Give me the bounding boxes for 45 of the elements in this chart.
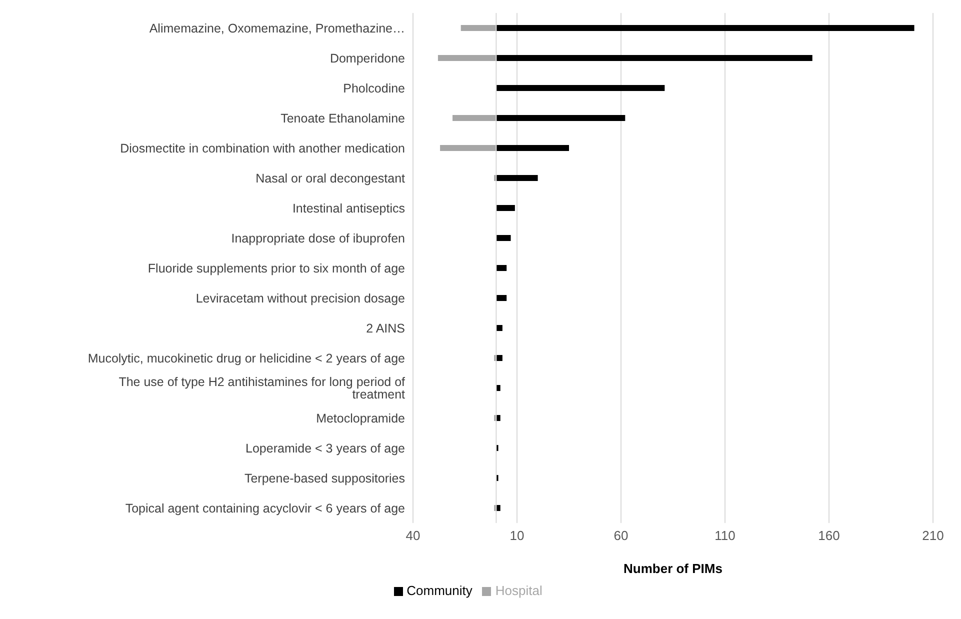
y-tick-label: Pholcodine [343, 81, 406, 96]
x-tick-label: 210 [922, 528, 944, 544]
x-tick-label: 40 [406, 528, 420, 544]
y-tick-label: Terpene-based suppositories [244, 471, 405, 486]
y-tick-label: Alimemazine, Oxomemazine, Promethazine… [149, 21, 405, 36]
x-tick-label: 60 [614, 528, 628, 544]
x-tick-label: 110 [714, 528, 736, 544]
bar [496, 235, 511, 241]
bar [496, 25, 914, 31]
y-tick-label: Nasal or oral decongestant [256, 171, 406, 186]
bar [496, 145, 569, 151]
bar [496, 205, 515, 211]
y-tick-label: Fluoride supplements prior to six month of age [148, 261, 406, 276]
bar [452, 115, 496, 121]
legend-label: Community [406, 583, 472, 598]
y-tick-label: Intestinal antiseptics [292, 201, 405, 216]
y-tick-label: Domperidone [330, 51, 406, 66]
y-tick-label: Metoclopramide [316, 411, 406, 426]
bar [496, 295, 507, 301]
bar [496, 265, 507, 271]
x-axis-title: Number of PIMs [624, 561, 722, 576]
legend-label: Hospital [495, 583, 542, 598]
bar [496, 115, 626, 121]
y-tick-label: Topical agent containing acyclovir < 6 years of age [125, 501, 406, 516]
bar [460, 25, 496, 31]
y-tick-label: Tenoate Ethanolamine [280, 111, 406, 126]
y-tick-label: Diosmectite in combination with another medication [120, 141, 406, 156]
bar [496, 415, 500, 421]
bar [496, 505, 500, 511]
x-tick-label: 160 [818, 528, 840, 544]
bar [496, 55, 812, 61]
bar [440, 145, 496, 151]
y-tick-label: Leviracetam without precision dosage [196, 291, 406, 306]
y-tick-label: Mucolytic, mucokinetic drug or helicidine < 2 years of age [88, 351, 406, 366]
bar [496, 175, 538, 181]
y-tick-label: 2 AINS [366, 321, 405, 336]
y-tick-label: Inappropriate dose of ibuprofen [231, 231, 406, 246]
bar [496, 355, 502, 361]
y-tick-label: The use of type H2 antihistamines for long period of treatment [118, 375, 406, 402]
bar [496, 85, 665, 91]
x-tick-label: 10 [510, 528, 524, 544]
bar [496, 385, 500, 391]
bar [438, 55, 496, 61]
y-tick-label: Loperamide < 3 years of age [246, 441, 406, 456]
bar [496, 325, 502, 331]
